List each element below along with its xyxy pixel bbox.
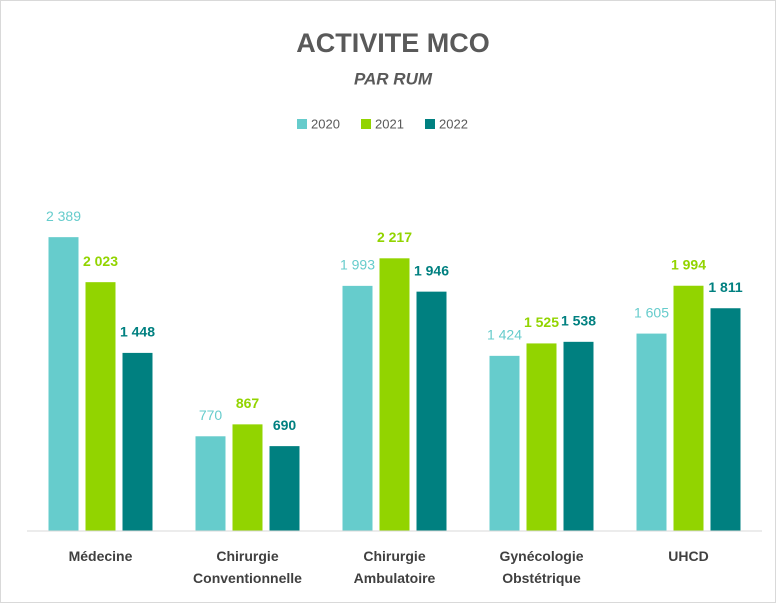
chart-subtitle: PAR RUM bbox=[354, 69, 433, 88]
data-label: 690 bbox=[273, 417, 297, 433]
legend-label: 2021 bbox=[375, 116, 404, 131]
bar bbox=[526, 343, 557, 531]
data-label: 2 389 bbox=[46, 208, 81, 224]
bar bbox=[232, 424, 263, 531]
data-label: 1 525 bbox=[524, 314, 559, 330]
bar bbox=[416, 291, 447, 531]
bar bbox=[673, 285, 704, 531]
legend-label: 2020 bbox=[311, 116, 340, 131]
data-label: 1 993 bbox=[340, 257, 375, 273]
data-label: 1 994 bbox=[671, 256, 706, 272]
bar bbox=[710, 308, 741, 531]
bar bbox=[48, 237, 79, 531]
bar bbox=[379, 258, 410, 531]
legend-swatch bbox=[361, 119, 371, 129]
data-label: 2 023 bbox=[83, 253, 118, 269]
legend-swatch bbox=[297, 119, 307, 129]
data-label: 1 448 bbox=[120, 324, 155, 340]
bar bbox=[195, 436, 226, 531]
data-label: 770 bbox=[199, 407, 223, 423]
bar bbox=[122, 352, 153, 531]
data-label: 1 946 bbox=[414, 262, 449, 278]
x-tick-label: Gynécologie Obstétrique bbox=[499, 548, 584, 586]
x-tick-label: Chirurgie Ambulatoire bbox=[353, 548, 436, 586]
bar bbox=[269, 446, 300, 531]
bar bbox=[342, 285, 373, 531]
bar bbox=[563, 341, 594, 531]
bar bbox=[636, 333, 667, 531]
legend-swatch bbox=[425, 119, 435, 129]
bar bbox=[489, 355, 520, 531]
data-label: 1 424 bbox=[487, 327, 522, 343]
legend-label: 2022 bbox=[439, 116, 468, 131]
x-tick-label: Chirurgie Conventionnelle bbox=[193, 548, 302, 586]
data-label: 1 605 bbox=[634, 304, 669, 320]
chart-title: ACTIVITE MCO bbox=[296, 28, 490, 58]
x-tick-label: Médecine bbox=[68, 548, 133, 564]
data-label: 1 811 bbox=[708, 279, 742, 295]
bar bbox=[85, 282, 116, 531]
data-label: 867 bbox=[236, 395, 260, 411]
data-label: 1 538 bbox=[561, 313, 596, 329]
data-label: 2 217 bbox=[377, 229, 412, 245]
x-tick-label: UHCD bbox=[668, 548, 709, 564]
